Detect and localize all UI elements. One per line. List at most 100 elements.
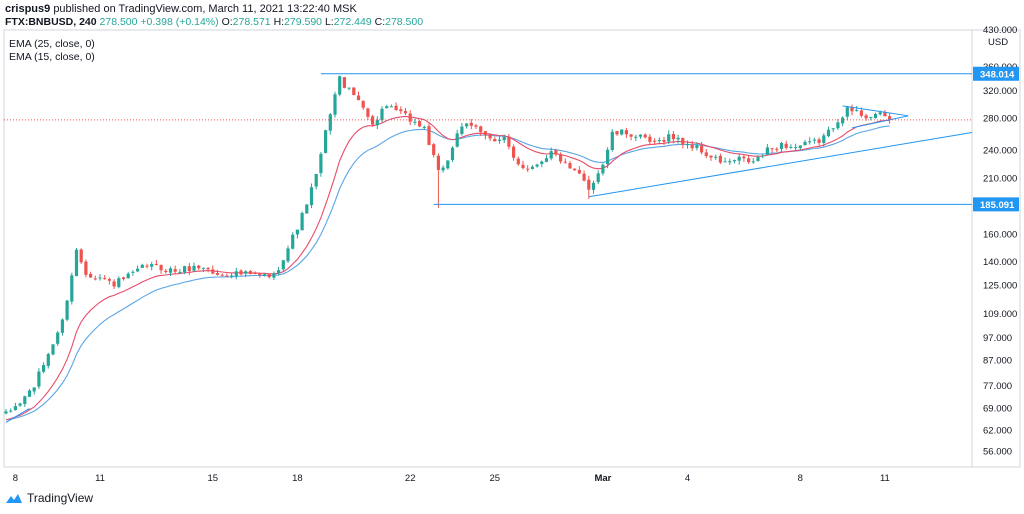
ema25-line bbox=[5, 125, 890, 421]
y-tick-label: 240.000 bbox=[983, 146, 1017, 157]
candle-body bbox=[103, 277, 107, 279]
brand-name: TradingView bbox=[27, 491, 94, 505]
candle bbox=[446, 160, 450, 170]
candle bbox=[352, 87, 356, 96]
candle bbox=[324, 129, 328, 154]
candle bbox=[671, 131, 675, 144]
open-value: 278.571 bbox=[232, 16, 271, 28]
candle bbox=[70, 272, 74, 305]
candle-body bbox=[295, 229, 299, 235]
candle-body bbox=[70, 275, 74, 302]
y-tick-label: 77.000 bbox=[983, 381, 1012, 392]
author-name[interactable]: crispus9 bbox=[5, 3, 51, 15]
candle-body bbox=[883, 112, 887, 117]
candle-body bbox=[234, 271, 238, 277]
candle-body bbox=[596, 173, 600, 183]
candle-body bbox=[869, 117, 873, 119]
candle-body bbox=[183, 266, 187, 273]
candle-body bbox=[526, 168, 530, 170]
trend-line bbox=[842, 105, 909, 117]
y-tick-label: 280.000 bbox=[983, 114, 1017, 125]
candle bbox=[234, 267, 238, 280]
candle bbox=[634, 134, 638, 142]
candle-body bbox=[154, 263, 158, 265]
candle bbox=[403, 108, 408, 115]
low-label: L: bbox=[324, 16, 334, 28]
candle-body bbox=[812, 139, 816, 141]
candle bbox=[559, 152, 563, 164]
candle-body bbox=[32, 387, 36, 392]
candle bbox=[836, 118, 840, 130]
candle bbox=[638, 134, 643, 139]
candle-body bbox=[742, 156, 746, 159]
candle-body bbox=[201, 267, 205, 269]
candle-body bbox=[418, 121, 422, 127]
candle-body bbox=[140, 264, 144, 268]
candle bbox=[794, 143, 798, 151]
candle bbox=[812, 137, 816, 144]
price-change: +0.398 (+0.14%) bbox=[140, 16, 219, 28]
candle bbox=[549, 147, 553, 161]
candle bbox=[817, 137, 821, 146]
candle-body bbox=[441, 167, 445, 171]
candle bbox=[201, 267, 205, 273]
tradingview-brand[interactable]: TradingView bbox=[5, 491, 93, 505]
candle bbox=[84, 259, 88, 278]
candle bbox=[239, 269, 243, 276]
candle bbox=[56, 330, 60, 346]
candle-body bbox=[685, 144, 690, 146]
candle-body bbox=[27, 390, 32, 397]
candle bbox=[685, 140, 690, 149]
candle bbox=[601, 163, 605, 176]
candle bbox=[192, 262, 196, 273]
x-tick-label: 15 bbox=[208, 473, 219, 484]
trend-line bbox=[588, 131, 973, 198]
candle bbox=[211, 265, 215, 275]
candle-body bbox=[220, 274, 224, 276]
candle bbox=[253, 271, 257, 275]
candle bbox=[291, 232, 295, 250]
candle-body bbox=[206, 268, 210, 270]
indicator-ema25-label[interactable]: EMA (25, close, 0) bbox=[9, 38, 95, 50]
candle bbox=[187, 262, 191, 276]
candle-body bbox=[803, 141, 807, 146]
candle bbox=[305, 204, 309, 214]
candle-body bbox=[723, 161, 727, 163]
candle bbox=[714, 154, 718, 160]
candle bbox=[9, 408, 13, 413]
candle bbox=[732, 159, 737, 164]
candle-body bbox=[60, 319, 64, 333]
candle-body bbox=[676, 137, 680, 140]
candle-body bbox=[465, 123, 469, 127]
candle bbox=[281, 259, 285, 272]
candle bbox=[103, 274, 107, 280]
candle bbox=[596, 170, 600, 185]
candle bbox=[568, 161, 572, 169]
candle bbox=[164, 269, 168, 274]
candle-body bbox=[98, 277, 102, 279]
candle-body bbox=[230, 275, 234, 277]
y-tick-label: 97.000 bbox=[983, 333, 1012, 344]
candle bbox=[756, 155, 760, 162]
candle bbox=[117, 276, 121, 289]
candle-body bbox=[324, 130, 328, 153]
candle bbox=[540, 160, 544, 168]
candle-body bbox=[483, 131, 487, 136]
price-label-bg bbox=[973, 66, 1019, 81]
y-tick-label: 56.000 bbox=[983, 447, 1012, 458]
candle bbox=[521, 160, 525, 170]
candle-body bbox=[403, 110, 408, 114]
candle bbox=[502, 134, 506, 144]
indicator-ema15-label[interactable]: EMA (15, close, 0) bbox=[9, 51, 95, 63]
candle bbox=[606, 147, 610, 169]
candle bbox=[230, 273, 234, 279]
candle bbox=[309, 183, 314, 209]
candle bbox=[779, 141, 784, 154]
candle-body bbox=[211, 269, 215, 274]
candle bbox=[662, 136, 666, 146]
candle-body bbox=[4, 411, 8, 414]
candle-body bbox=[300, 212, 304, 231]
tradingview-logo-icon bbox=[6, 494, 22, 503]
candle-body bbox=[836, 122, 840, 129]
